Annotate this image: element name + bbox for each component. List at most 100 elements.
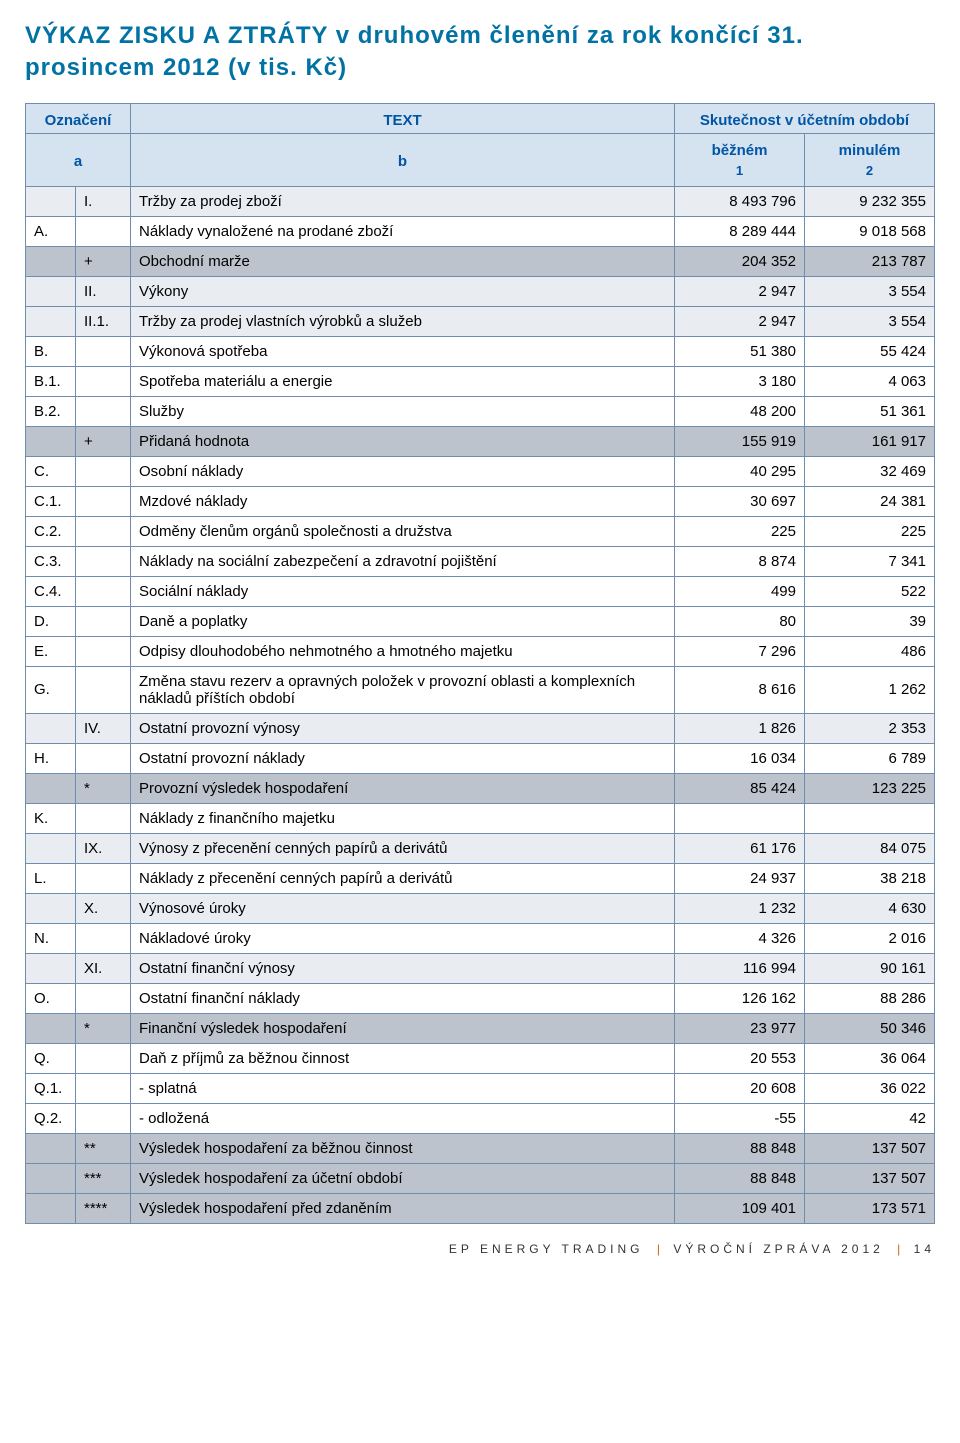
row-text: Změna stavu rezerv a opravných položek v… bbox=[131, 666, 675, 713]
row-code-b: II.1. bbox=[76, 306, 131, 336]
header-period: Skutečnost v účetním období bbox=[675, 103, 935, 133]
row-text: Spotřeba materiálu a energie bbox=[131, 366, 675, 396]
row-value-previous: 84 075 bbox=[805, 833, 935, 863]
row-value-previous: 9 018 568 bbox=[805, 216, 935, 246]
table-row: O.Ostatní finanční náklady126 16288 286 bbox=[26, 983, 935, 1013]
row-text: Náklady vynaložené na prodané zboží bbox=[131, 216, 675, 246]
row-code-a: D. bbox=[26, 606, 76, 636]
row-value-current: 23 977 bbox=[675, 1013, 805, 1043]
row-code-b: + bbox=[76, 246, 131, 276]
row-value-current: 109 401 bbox=[675, 1193, 805, 1223]
row-code-b bbox=[76, 546, 131, 576]
table-row: ****Výsledek hospodaření před zdaněním10… bbox=[26, 1193, 935, 1223]
row-value-previous: 2 016 bbox=[805, 923, 935, 953]
row-value-current: 4 326 bbox=[675, 923, 805, 953]
row-code-b: IX. bbox=[76, 833, 131, 863]
row-value-current: 51 380 bbox=[675, 336, 805, 366]
row-value-previous: 486 bbox=[805, 636, 935, 666]
row-code-b bbox=[76, 863, 131, 893]
table-row: +Obchodní marže204 352213 787 bbox=[26, 246, 935, 276]
row-value-previous: 4 630 bbox=[805, 893, 935, 923]
table-row: C.1.Mzdové náklady30 69724 381 bbox=[26, 486, 935, 516]
table-row: +Přidaná hodnota155 919161 917 bbox=[26, 426, 935, 456]
row-code-a bbox=[26, 833, 76, 863]
row-code-b: * bbox=[76, 1013, 131, 1043]
table-row: K. Náklady z finančního majetku bbox=[26, 803, 935, 833]
row-code-b bbox=[76, 983, 131, 1013]
header-a: a bbox=[26, 133, 131, 186]
row-code-b bbox=[76, 516, 131, 546]
table-row: Q.Daň z příjmů za běžnou činnost20 55336… bbox=[26, 1043, 935, 1073]
table-row: ***Výsledek hospodaření za účetní období… bbox=[26, 1163, 935, 1193]
row-code-b bbox=[76, 336, 131, 366]
row-value-previous: 32 469 bbox=[805, 456, 935, 486]
row-code-b bbox=[76, 743, 131, 773]
row-value-current: 88 848 bbox=[675, 1133, 805, 1163]
row-value-previous: 36 064 bbox=[805, 1043, 935, 1073]
row-value-current: 2 947 bbox=[675, 276, 805, 306]
row-value-current: 155 919 bbox=[675, 426, 805, 456]
header-col2-num: 2 bbox=[805, 163, 935, 187]
row-value-previous: 55 424 bbox=[805, 336, 935, 366]
row-value-current: 8 289 444 bbox=[675, 216, 805, 246]
row-value-previous: 522 bbox=[805, 576, 935, 606]
table-row: C.Osobní náklady40 29532 469 bbox=[26, 456, 935, 486]
row-code-b bbox=[76, 606, 131, 636]
row-value-previous: 42 bbox=[805, 1103, 935, 1133]
row-value-previous: 161 917 bbox=[805, 426, 935, 456]
table-row: E.Odpisy dlouhodobého nehmotného a hmotn… bbox=[26, 636, 935, 666]
row-value-previous bbox=[805, 803, 935, 833]
row-value-current: 1 826 bbox=[675, 713, 805, 743]
header-previous: minulém bbox=[805, 133, 935, 163]
footer-report: VÝROČNÍ ZPRÁVA 2012 bbox=[673, 1242, 884, 1256]
row-text: Daň z příjmů za běžnou činnost bbox=[131, 1043, 675, 1073]
row-code-b bbox=[76, 636, 131, 666]
table-row: II.1.Tržby za prodej vlastních výrobků a… bbox=[26, 306, 935, 336]
row-code-b: ** bbox=[76, 1133, 131, 1163]
row-code-a: Q. bbox=[26, 1043, 76, 1073]
row-text: Tržby za prodej vlastních výrobků a služ… bbox=[131, 306, 675, 336]
row-code-b bbox=[76, 486, 131, 516]
row-code-b: * bbox=[76, 773, 131, 803]
row-value-current: 30 697 bbox=[675, 486, 805, 516]
header-oznaceni: Označení bbox=[26, 103, 131, 133]
row-value-previous: 137 507 bbox=[805, 1163, 935, 1193]
row-text: Náklady z finančního majetku bbox=[131, 803, 675, 833]
row-value-current: 40 295 bbox=[675, 456, 805, 486]
row-value-current: 20 608 bbox=[675, 1073, 805, 1103]
row-code-a: C.4. bbox=[26, 576, 76, 606]
row-code-a bbox=[26, 893, 76, 923]
table-row: **Výsledek hospodaření za běžnou činnost… bbox=[26, 1133, 935, 1163]
table-row: B.Výkonová spotřeba51 38055 424 bbox=[26, 336, 935, 366]
row-text: Výsledek hospodaření za běžnou činnost bbox=[131, 1133, 675, 1163]
row-text: Ostatní finanční náklady bbox=[131, 983, 675, 1013]
row-code-a: C.3. bbox=[26, 546, 76, 576]
row-value-previous: 123 225 bbox=[805, 773, 935, 803]
row-text: Odměny členům orgánů společnosti a družs… bbox=[131, 516, 675, 546]
row-code-a: G. bbox=[26, 666, 76, 713]
row-text: Odpisy dlouhodobého nehmotného a hmotnéh… bbox=[131, 636, 675, 666]
row-value-current: 2 947 bbox=[675, 306, 805, 336]
row-value-current: 126 162 bbox=[675, 983, 805, 1013]
row-text: Přidaná hodnota bbox=[131, 426, 675, 456]
row-code-a: K. bbox=[26, 803, 76, 833]
row-code-a bbox=[26, 1013, 76, 1043]
row-text: - odložená bbox=[131, 1103, 675, 1133]
row-code-b bbox=[76, 396, 131, 426]
row-value-previous: 1 262 bbox=[805, 666, 935, 713]
row-code-a: C.1. bbox=[26, 486, 76, 516]
row-text: Ostatní finanční výnosy bbox=[131, 953, 675, 983]
row-value-previous: 4 063 bbox=[805, 366, 935, 396]
header-current: běžném bbox=[675, 133, 805, 163]
header-text: TEXT bbox=[131, 103, 675, 133]
row-text: Sociální náklady bbox=[131, 576, 675, 606]
table-row: XI.Ostatní finanční výnosy116 99490 161 bbox=[26, 953, 935, 983]
row-value-current: 16 034 bbox=[675, 743, 805, 773]
row-value-previous: 6 789 bbox=[805, 743, 935, 773]
row-value-previous: 225 bbox=[805, 516, 935, 546]
row-text: Výsledek hospodaření za účetní období bbox=[131, 1163, 675, 1193]
row-code-b: *** bbox=[76, 1163, 131, 1193]
table-row: N.Nákladové úroky4 3262 016 bbox=[26, 923, 935, 953]
row-text: Finanční výsledek hospodaření bbox=[131, 1013, 675, 1043]
row-text: Provozní výsledek hospodaření bbox=[131, 773, 675, 803]
